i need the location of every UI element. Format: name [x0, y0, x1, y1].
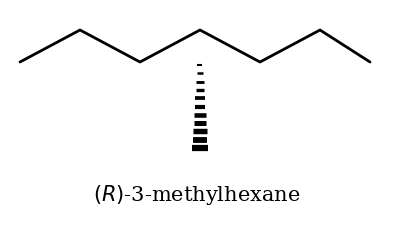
Text: $\mathit{(R)}$-3-methylhexane: $\mathit{(R)}$-3-methylhexane — [93, 183, 301, 207]
